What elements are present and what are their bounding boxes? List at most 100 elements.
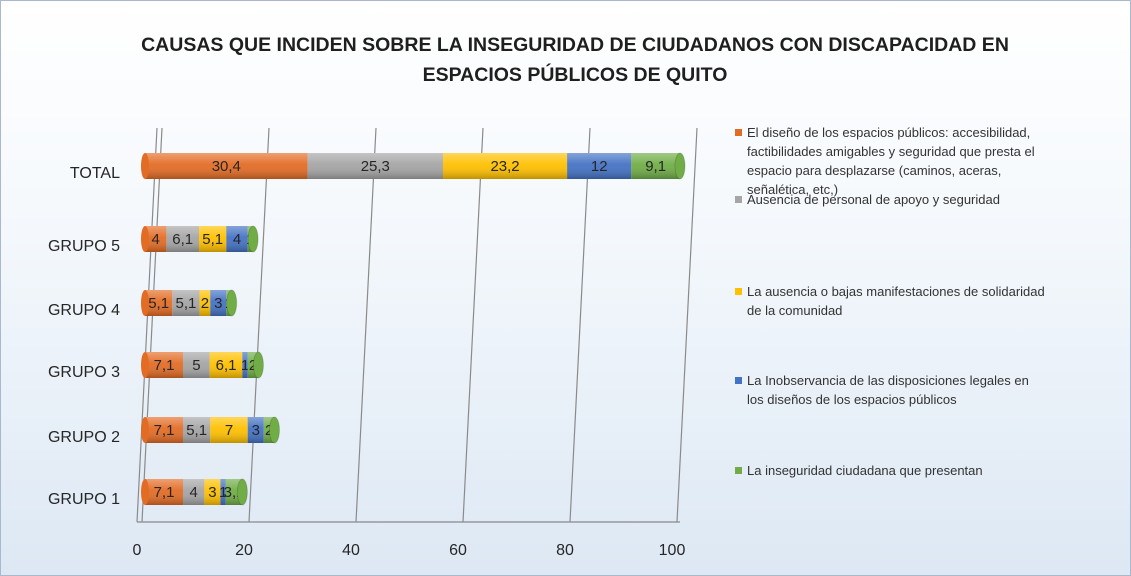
y-tick-label: GRUPO 3	[48, 364, 120, 381]
bar-shade	[220, 479, 226, 505]
bar-start-cap	[141, 153, 149, 179]
legend-swatch	[735, 196, 742, 203]
bar-shade	[182, 352, 210, 378]
x-tick-label: 0	[133, 542, 142, 559]
grid-line	[141, 127, 163, 523]
x-tick-label: 20	[235, 542, 253, 559]
x-tick-label: 40	[342, 542, 360, 559]
bar-start-cap	[141, 352, 149, 378]
legend-item: La inseguridad ciudadana que presentan	[735, 461, 1047, 480]
bar-end-cap	[268, 416, 280, 444]
bar-shade	[263, 417, 275, 443]
value-label: 3	[252, 422, 260, 439]
value-label: 7	[225, 422, 233, 439]
bar-shade	[209, 352, 243, 378]
bar-shade	[166, 226, 200, 252]
bar-end-cap	[252, 351, 264, 379]
bar-shade	[442, 153, 568, 179]
bar-shade	[145, 479, 183, 505]
value-label: 30,4	[212, 158, 241, 175]
y-tick-label: GRUPO 1	[48, 491, 120, 508]
bar-shade	[307, 153, 443, 179]
legend-swatch	[735, 467, 742, 474]
chart-title: CAUSAS QUE INCIDEN SOBRE LA INSEGURIDAD …	[141, 34, 1009, 86]
bar-shade	[145, 417, 183, 443]
value-label: 12	[591, 158, 608, 175]
bar-shade	[145, 226, 167, 252]
value-label: 4	[152, 231, 160, 248]
x-tick-label: 80	[556, 542, 574, 559]
bar-end-cap	[247, 225, 259, 253]
value-label: 2	[265, 422, 273, 439]
legend-label: La ausencia o bajas manifestaciones de s…	[747, 284, 1045, 318]
bar-shade	[242, 352, 248, 378]
bar-shade	[247, 352, 259, 378]
grid-line	[355, 127, 377, 523]
x-tick-label: 60	[449, 542, 467, 559]
value-label: 4	[190, 484, 198, 501]
value-label: 3	[214, 295, 222, 312]
value-label: 7,1	[154, 422, 175, 439]
value-label: 5,1	[202, 231, 223, 248]
bar-shade	[210, 290, 227, 316]
y-tick-label: GRUPO 2	[48, 429, 120, 446]
bar-shade	[204, 479, 221, 505]
bar-start-cap	[141, 290, 149, 316]
grid-line	[676, 127, 698, 523]
y-tick-label: GRUPO 4	[48, 302, 120, 319]
legend-label: La Inobservancia de las disposiciones le…	[747, 373, 1029, 407]
bar-shade	[145, 153, 308, 179]
legend-item: El diseño de los espacios públicos: acce…	[735, 123, 1047, 199]
value-label: 1	[241, 357, 249, 374]
value-label: 5	[192, 357, 200, 374]
bar-shade	[226, 226, 248, 252]
y-tick-label: GRUPO 5	[48, 238, 120, 255]
bar-shade	[145, 290, 173, 316]
value-label: 4	[233, 231, 241, 248]
bar-shade	[145, 352, 183, 378]
bar-shade	[172, 290, 200, 316]
value-label: 6,1	[216, 357, 237, 374]
grid-line	[248, 127, 270, 523]
value-label: 5,1	[148, 295, 169, 312]
bar-end-cap	[674, 152, 686, 180]
value-label: 2	[249, 357, 257, 374]
legend-swatch	[735, 377, 742, 384]
legend-item: La ausencia o bajas manifestaciones de s…	[735, 282, 1047, 320]
value-label: 9,1	[645, 158, 666, 175]
value-label: 23,2	[490, 158, 519, 175]
legend-swatch	[735, 288, 742, 295]
legend-swatch	[735, 129, 742, 136]
bar-shade	[567, 153, 632, 179]
bar-shade	[631, 153, 680, 179]
bar-start-cap	[141, 226, 149, 252]
legend-item: La Inobservancia de las disposiciones le…	[735, 371, 1047, 409]
bar-start-cap	[141, 479, 149, 505]
legend-item: Ausencia de personal de apoyo y segurida…	[735, 190, 1047, 209]
value-label: 5,1	[186, 422, 207, 439]
value-label: 6,1	[172, 231, 193, 248]
bar-shade	[182, 417, 211, 443]
bar-shade	[247, 417, 264, 443]
value-label: 1	[219, 484, 227, 501]
value-label: 7,1	[154, 357, 175, 374]
axis-wall	[136, 127, 158, 523]
bar-shade	[199, 290, 211, 316]
value-label: 5,1	[175, 295, 196, 312]
grid-line	[569, 127, 591, 523]
bar-start-cap	[141, 417, 149, 443]
bar-shade	[199, 226, 227, 252]
x-tick-label: 100	[659, 542, 686, 559]
legend-label: La inseguridad ciudadana que presentan	[747, 463, 983, 478]
bar-shade	[210, 417, 248, 443]
y-tick-label: TOTAL	[70, 165, 120, 182]
bar-shade	[182, 479, 205, 505]
value-label: 7,1	[154, 484, 175, 501]
legend-label: Ausencia de personal de apoyo y segurida…	[747, 192, 1000, 207]
value-label: 25,3	[361, 158, 390, 175]
grid-line	[462, 127, 484, 523]
legend-label: El diseño de los espacios públicos: acce…	[747, 125, 1035, 197]
value-label: 2	[201, 295, 209, 312]
bar-end-cap	[236, 478, 248, 506]
